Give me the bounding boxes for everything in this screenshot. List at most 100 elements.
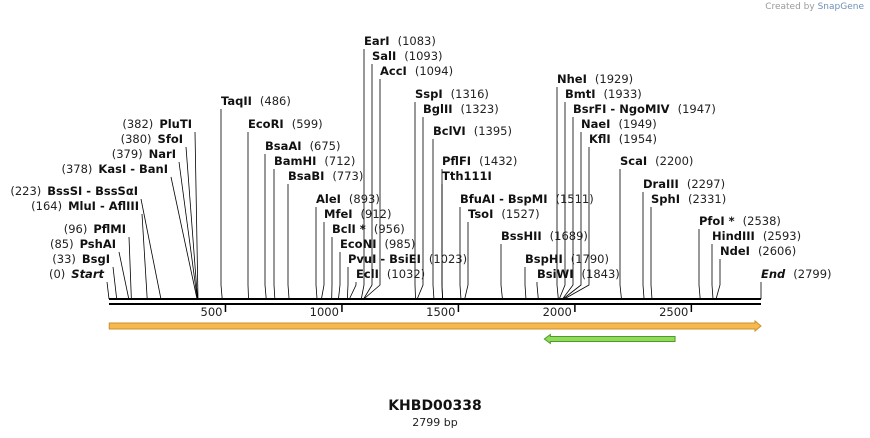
- site-hindiii[interactable]: HindIII (2593): [712, 229, 801, 243]
- site-line-sfoi: [185, 146, 198, 300]
- site-pos-bmti: (1933): [604, 87, 642, 101]
- site-line-bamhi: [273, 169, 276, 300]
- site-label-ecori: EcoRI (599): [248, 117, 323, 131]
- site-draiii[interactable]: DraIII (2297): [643, 177, 725, 191]
- snapgene-brand: SnapGene: [817, 2, 864, 12]
- site-line-tth111i: [441, 184, 443, 300]
- site-scai[interactable]: ScaI (2200): [620, 154, 693, 168]
- site-bamhi[interactable]: BamHI (712): [274, 154, 355, 168]
- plasmid-length: 2799 bp: [412, 416, 458, 429]
- site-name-bsabi: BsaBI: [288, 169, 324, 183]
- site-tsoi[interactable]: TsoI (1527): [468, 207, 540, 221]
- site-bclvi[interactable]: BclVI (1395): [433, 124, 512, 138]
- site-label-mlui: (164) MluI - AflIII: [31, 199, 139, 213]
- site-ecori[interactable]: EcoRI (599): [248, 117, 323, 131]
- site-label-bcli: BclI * (956): [332, 222, 405, 236]
- plasmid-name: KHBD00338: [388, 398, 482, 414]
- feature-arrow-orf-reverse[interactable]: [543, 333, 676, 345]
- site-bmti[interactable]: BmtI (1933): [565, 87, 642, 101]
- site-pflmi[interactable]: (96) PflMI: [64, 222, 126, 236]
- site-pos-eari: (1083): [398, 34, 436, 48]
- site-pos-tsoi: (1527): [501, 207, 539, 221]
- site-line-sali: [363, 64, 373, 300]
- site-pos-sali: (1093): [404, 49, 442, 63]
- site-bsiwi[interactable]: BsiWI (1843): [537, 267, 620, 281]
- site-pos-sfoi: (380): [121, 132, 152, 146]
- site-label-pshai: PshAI: [80, 237, 116, 251]
- site-line-bsshii: [500, 244, 503, 300]
- site-label-pflfi: PflFI (1432): [442, 154, 517, 168]
- site-ecli[interactable]: EclI (1032): [356, 267, 425, 281]
- site-name-nhei: NheI: [557, 72, 587, 86]
- site-pos-scai: (2200): [655, 154, 693, 168]
- site-pluti[interactable]: (382) PluTI: [122, 117, 192, 131]
- site-line-bsgi: [112, 266, 118, 300]
- site-label-bsssi: (223) BssSI - BssSαI: [10, 184, 138, 198]
- site-pfoi[interactable]: PfoI * (2538): [699, 214, 781, 228]
- site-bsabi[interactable]: BsaBI (773): [288, 169, 363, 183]
- site-pshai[interactable]: (85) PshAI: [50, 237, 116, 251]
- site-label-bsabi: BsaBI (773): [288, 169, 363, 183]
- site-bfuai[interactable]: BfuAI - BspMI (1511): [460, 192, 594, 206]
- site-kasi[interactable]: (378) KasI - BanI: [61, 162, 168, 176]
- site-bsrfi[interactable]: BsrFI - NgoMIV (1947): [573, 102, 716, 116]
- site-line-ecli: [349, 282, 357, 300]
- site-bsphi[interactable]: BspHI (1790): [525, 252, 609, 266]
- site-pos-pflfi: (1432): [479, 154, 517, 168]
- site-bsgi[interactable]: (33) BsgI: [52, 252, 110, 266]
- site-acci[interactable]: AccI (1094): [380, 64, 453, 78]
- site-pos-ecori: (599): [292, 117, 323, 131]
- axis-ticks: 500 1000 1500 2000 2500: [201, 304, 693, 319]
- site-naei[interactable]: NaeI (1949): [581, 117, 657, 131]
- site-pos-ndei: (2606): [758, 244, 796, 258]
- site-taqii[interactable]: TaqII (486): [221, 94, 291, 108]
- site-bcli[interactable]: BclI * (956): [332, 222, 405, 236]
- site-line-eari: [360, 49, 365, 300]
- site-nhei[interactable]: NheI (1929): [557, 72, 633, 86]
- site-line-nari: [178, 161, 198, 300]
- site-pvui[interactable]: PvuI - BsiEI (1023): [348, 252, 467, 266]
- site-label-bclvi: BclVI (1395): [433, 124, 512, 138]
- site-bsaai[interactable]: BsaAI (675): [265, 139, 341, 153]
- site-tth111i[interactable]: Tth111I: [442, 169, 492, 183]
- site-name-bsiwi: BsiWI: [537, 267, 574, 281]
- site-pos-nhei: (1929): [595, 72, 633, 86]
- site-name-bmti: BmtI: [565, 87, 596, 101]
- site-alei[interactable]: AleI (893): [316, 192, 380, 206]
- site-eari[interactable]: EarI (1083): [364, 34, 436, 48]
- axis-tick-label-1000: 1000: [310, 305, 339, 319]
- site-line-alei: [315, 207, 318, 300]
- site-econi[interactable]: EcoNI (985): [340, 237, 415, 251]
- site-label-kasi: KasI: [98, 162, 126, 176]
- site-start[interactable]: (0) Start: [49, 267, 105, 281]
- site-line-pvui: [346, 267, 349, 300]
- site-line-ecori: [247, 132, 249, 300]
- site-label-bfuai: BfuAI - BspMI (1511): [460, 192, 594, 206]
- site-pos-bsshii: (1689): [550, 229, 588, 243]
- site-ndei[interactable]: NdeI (2606): [720, 244, 796, 258]
- site-mfei[interactable]: MfeI (912): [324, 207, 391, 221]
- site-mlui[interactable]: (164) MluI - AflIII: [31, 199, 139, 213]
- site-nari[interactable]: (379) NarI: [112, 147, 176, 161]
- site-bsshii[interactable]: BssHII (1689): [501, 229, 588, 243]
- sequence-backbone: [109, 298, 761, 305]
- site-pflfi[interactable]: PflFI (1432): [442, 154, 517, 168]
- site-label2-kasi: BanI: [139, 162, 168, 176]
- credit-prefix: Created by: [765, 2, 815, 12]
- feature-arrow-orf-forward[interactable]: [108, 319, 762, 333]
- site-sspi[interactable]: SspI (1316): [415, 87, 489, 101]
- site-label-nari: (379) NarI: [112, 147, 176, 161]
- site-name-bclvi: BclVI: [433, 124, 466, 138]
- site-label-bsgi: (33) BsgI: [52, 252, 110, 266]
- site-sphi[interactable]: SphI (2331): [651, 192, 726, 206]
- site-label-start: (0) Start: [49, 267, 105, 281]
- site-label-tth111i: Tth111I: [442, 169, 492, 183]
- site-end[interactable]: End (2799): [761, 267, 832, 281]
- site-bglii[interactable]: BglII (1323): [423, 102, 499, 116]
- site-sfoi[interactable]: (380) SfoI: [121, 132, 183, 146]
- site-sep-mlui: -: [96, 199, 109, 213]
- site-line-bfuai: [459, 207, 462, 300]
- site-sali[interactable]: SalI (1093): [372, 49, 443, 63]
- site-kfli[interactable]: KflI (1954): [589, 132, 657, 146]
- site-bsssi[interactable]: (223) BssSI - BssSαI: [10, 184, 138, 198]
